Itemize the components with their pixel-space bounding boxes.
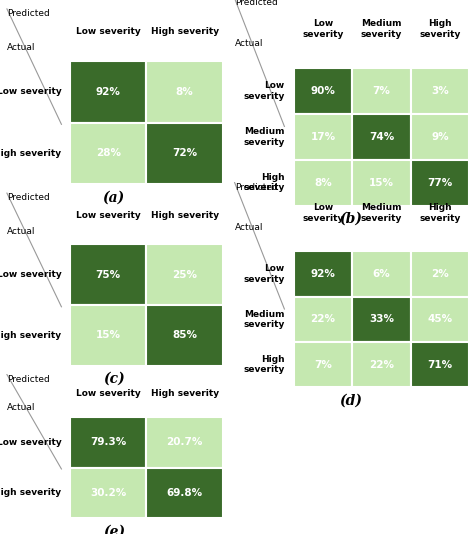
Text: Actual: Actual <box>235 223 263 232</box>
Text: 74%: 74% <box>369 132 394 142</box>
FancyBboxPatch shape <box>70 468 146 518</box>
Text: Low
severity: Low severity <box>243 81 284 101</box>
Text: Low
severity: Low severity <box>302 203 344 223</box>
Text: High severity: High severity <box>151 211 219 220</box>
Text: High severity: High severity <box>0 149 62 158</box>
FancyBboxPatch shape <box>411 297 469 342</box>
FancyBboxPatch shape <box>146 245 223 305</box>
Text: 17%: 17% <box>310 132 336 142</box>
FancyBboxPatch shape <box>294 252 352 297</box>
FancyBboxPatch shape <box>294 342 352 387</box>
FancyBboxPatch shape <box>146 468 223 518</box>
Text: 15%: 15% <box>96 331 121 340</box>
Text: 25%: 25% <box>172 270 197 280</box>
Text: 20.7%: 20.7% <box>166 437 203 447</box>
Text: Low severity: Low severity <box>76 389 141 398</box>
FancyBboxPatch shape <box>70 61 146 123</box>
FancyBboxPatch shape <box>294 114 352 160</box>
FancyBboxPatch shape <box>352 68 411 114</box>
FancyBboxPatch shape <box>352 342 411 387</box>
Text: Actual: Actual <box>235 39 263 48</box>
FancyBboxPatch shape <box>352 160 411 206</box>
Text: 9%: 9% <box>431 132 449 142</box>
FancyBboxPatch shape <box>146 417 223 468</box>
Text: Medium
severity: Medium severity <box>243 310 284 329</box>
Text: Actual: Actual <box>7 43 36 52</box>
Text: 7%: 7% <box>314 359 332 370</box>
Text: (e): (e) <box>103 524 125 534</box>
Text: 22%: 22% <box>369 359 394 370</box>
FancyBboxPatch shape <box>411 252 469 297</box>
FancyBboxPatch shape <box>411 342 469 387</box>
Text: Predicted: Predicted <box>7 374 50 383</box>
Text: 33%: 33% <box>369 315 394 324</box>
Text: Actual: Actual <box>7 227 36 236</box>
FancyBboxPatch shape <box>70 417 146 468</box>
Text: (c): (c) <box>103 372 125 386</box>
Text: 8%: 8% <box>314 178 332 187</box>
Text: Actual: Actual <box>7 403 36 412</box>
Text: Low severity: Low severity <box>0 87 62 96</box>
Text: High severity: High severity <box>0 331 62 340</box>
Text: 3%: 3% <box>431 86 449 96</box>
Text: (b): (b) <box>339 212 362 226</box>
Text: 15%: 15% <box>369 178 394 187</box>
FancyBboxPatch shape <box>294 297 352 342</box>
Text: Low severity: Low severity <box>76 211 141 220</box>
Text: 92%: 92% <box>310 269 336 279</box>
Text: Predicted: Predicted <box>235 0 277 7</box>
Text: Medium
severity: Medium severity <box>361 203 402 223</box>
Text: (d): (d) <box>339 394 362 407</box>
Text: Predicted: Predicted <box>7 193 50 202</box>
FancyBboxPatch shape <box>411 160 469 206</box>
Text: High severity: High severity <box>151 27 219 36</box>
Text: Low severity: Low severity <box>76 27 141 36</box>
Text: 77%: 77% <box>428 178 453 187</box>
FancyBboxPatch shape <box>146 123 223 184</box>
Text: High
severity: High severity <box>419 20 461 39</box>
Text: (a): (a) <box>103 191 125 205</box>
Text: 69.8%: 69.8% <box>166 488 203 498</box>
Text: 71%: 71% <box>428 359 453 370</box>
Text: 22%: 22% <box>310 315 336 324</box>
Text: Low
severity: Low severity <box>302 20 344 39</box>
FancyBboxPatch shape <box>352 297 411 342</box>
Text: 6%: 6% <box>373 269 391 279</box>
Text: 28%: 28% <box>96 148 121 159</box>
FancyBboxPatch shape <box>70 305 146 366</box>
FancyBboxPatch shape <box>70 123 146 184</box>
Text: Low
severity: Low severity <box>243 264 284 284</box>
FancyBboxPatch shape <box>70 245 146 305</box>
FancyBboxPatch shape <box>146 61 223 123</box>
Text: 92%: 92% <box>96 87 121 97</box>
Text: 30.2%: 30.2% <box>90 488 127 498</box>
Text: High
severity: High severity <box>419 203 461 223</box>
Text: Predicted: Predicted <box>235 183 277 192</box>
Text: Predicted: Predicted <box>7 9 50 18</box>
Text: Low severity: Low severity <box>0 438 62 447</box>
Text: 2%: 2% <box>431 269 449 279</box>
Text: High
severity: High severity <box>243 173 284 192</box>
FancyBboxPatch shape <box>352 252 411 297</box>
Text: Low severity: Low severity <box>0 270 62 279</box>
Text: 72%: 72% <box>172 148 197 159</box>
Text: High severity: High severity <box>151 389 219 398</box>
Text: 85%: 85% <box>172 331 197 340</box>
FancyBboxPatch shape <box>294 160 352 206</box>
Text: High
severity: High severity <box>243 355 284 374</box>
Text: 7%: 7% <box>373 86 391 96</box>
FancyBboxPatch shape <box>411 68 469 114</box>
Text: 8%: 8% <box>176 87 193 97</box>
Text: 79.3%: 79.3% <box>90 437 127 447</box>
Text: 75%: 75% <box>96 270 121 280</box>
Text: High severity: High severity <box>0 488 62 497</box>
FancyBboxPatch shape <box>352 114 411 160</box>
Text: Medium
severity: Medium severity <box>361 20 402 39</box>
FancyBboxPatch shape <box>294 68 352 114</box>
FancyBboxPatch shape <box>146 305 223 366</box>
FancyBboxPatch shape <box>411 114 469 160</box>
Text: Medium
severity: Medium severity <box>243 127 284 146</box>
Text: 45%: 45% <box>428 315 453 324</box>
Text: 90%: 90% <box>310 86 336 96</box>
